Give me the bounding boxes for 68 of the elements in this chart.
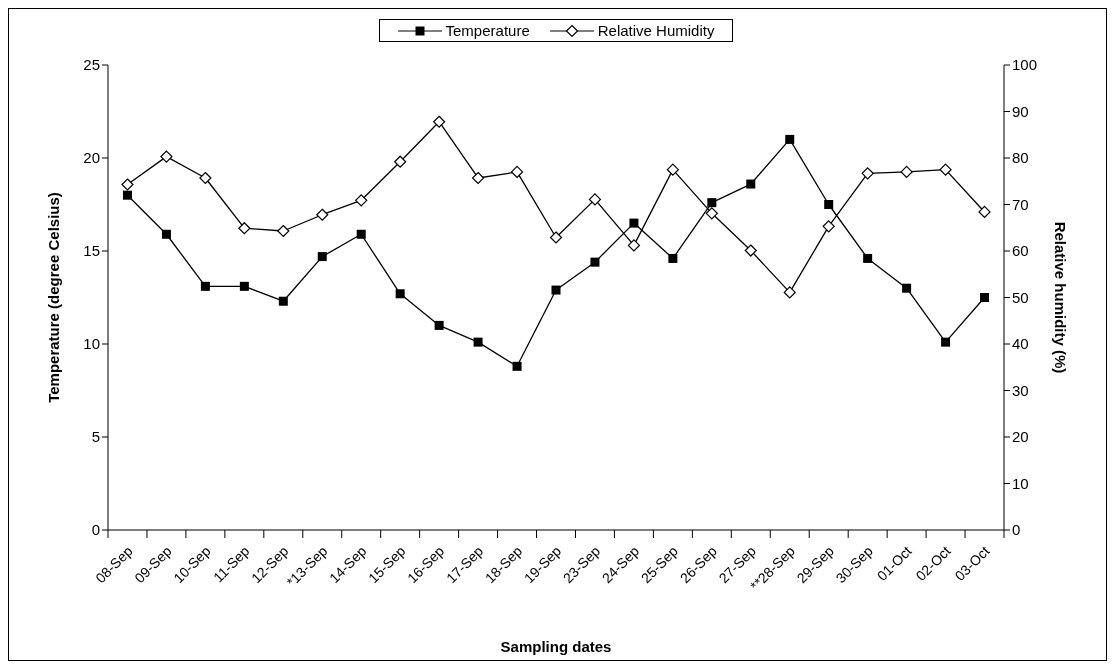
- point: [316, 208, 329, 221]
- y-axis-title: Temperature (degree Celsius): [45, 192, 63, 403]
- point: [239, 281, 249, 291]
- y2-tick-label: 60: [1012, 242, 1029, 260]
- point: [356, 229, 366, 239]
- point: [627, 239, 641, 252]
- point: [666, 163, 679, 176]
- y2-tick-label: 50: [1012, 288, 1029, 306]
- point: [978, 205, 991, 219]
- point: [590, 257, 600, 267]
- point: [980, 293, 990, 302]
- x-axis-title: Sampling dates: [500, 638, 612, 655]
- point: [355, 194, 368, 207]
- point: [707, 198, 717, 208]
- y2-tick-label: 20: [1012, 428, 1029, 446]
- y-tick-label: 5: [91, 428, 100, 446]
- point: [200, 281, 210, 291]
- point: [824, 200, 834, 209]
- point: [394, 155, 407, 168]
- y-tick-label: 20: [83, 149, 100, 167]
- y-tick-label: 0: [91, 521, 100, 539]
- legend-label: Relative Humidity: [597, 22, 715, 39]
- point: [746, 179, 756, 189]
- point: [238, 222, 251, 235]
- y2-tick-label: 30: [1012, 381, 1029, 399]
- point: [433, 115, 446, 128]
- point: [783, 286, 796, 299]
- y-tick-label: 25: [83, 56, 100, 74]
- y2-tick-label: 10: [1012, 474, 1029, 492]
- point: [629, 218, 639, 228]
- point: [199, 171, 212, 185]
- point: [473, 337, 483, 347]
- point: [705, 207, 718, 220]
- point: [510, 165, 524, 179]
- point: [863, 253, 873, 263]
- point: [160, 150, 173, 163]
- point: [277, 224, 290, 238]
- point: [434, 320, 444, 330]
- legend-label: Temperature: [445, 22, 530, 39]
- point: [822, 220, 835, 233]
- y2-tick-label: 70: [1012, 195, 1029, 213]
- y2-tick-label: 0: [1012, 521, 1021, 539]
- y2-tick-label: 80: [1012, 149, 1029, 167]
- point: [395, 289, 405, 299]
- point: [161, 229, 171, 239]
- y-tick-label: 10: [83, 335, 100, 353]
- point: [939, 163, 952, 176]
- point: [744, 244, 757, 257]
- point: [900, 165, 913, 179]
- y2-tick-label: 90: [1012, 102, 1029, 120]
- point: [471, 171, 485, 185]
- point: [549, 231, 563, 244]
- point: [588, 193, 602, 206]
- point: [278, 296, 288, 306]
- point: [668, 253, 678, 263]
- point: [941, 337, 951, 347]
- point: [512, 361, 522, 371]
- point: [317, 252, 327, 262]
- y2-axis-title: Relative humidity (%): [1051, 221, 1069, 374]
- y-tick-label: 15: [83, 242, 100, 260]
- point: [122, 190, 132, 200]
- point: [861, 167, 874, 180]
- point: [785, 134, 795, 144]
- point: [551, 285, 561, 295]
- point: [902, 283, 912, 293]
- point: [121, 178, 134, 191]
- y2-tick-label: 100: [1012, 56, 1038, 74]
- y2-tick-label: 40: [1012, 335, 1029, 353]
